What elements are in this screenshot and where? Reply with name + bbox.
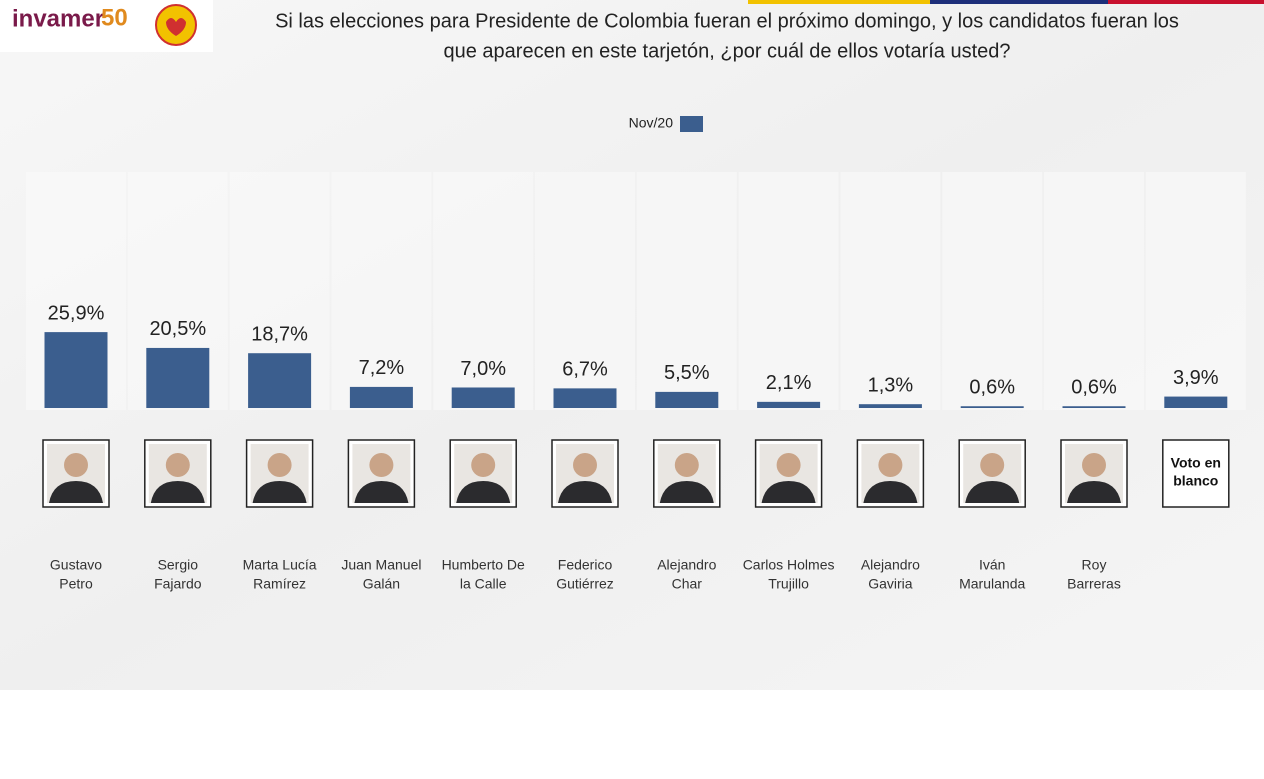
category-label: Gaviria: [868, 576, 913, 592]
category-label: Roy: [1082, 557, 1107, 573]
photo-body: [252, 481, 307, 503]
photo-body: [659, 481, 714, 503]
photo-head: [471, 453, 496, 477]
title-line: que aparecen en este tarjetón, ¿por cuál…: [443, 40, 1010, 62]
data-label: 2,1%: [766, 372, 812, 394]
data-label: 0,6%: [1071, 377, 1117, 399]
category-label: Gustavo: [50, 557, 102, 573]
data-label: 1,3%: [868, 374, 914, 396]
bar: [146, 347, 210, 408]
bar: [1164, 396, 1228, 408]
photo-head: [369, 453, 394, 477]
category-label: Gutiérrez: [556, 576, 614, 592]
category-label: Alejandro: [657, 557, 716, 573]
data-label: 25,9%: [48, 302, 105, 324]
logo-heart: [166, 18, 186, 36]
category-label: Marta Lucía: [243, 557, 317, 573]
category-label: Trujillo: [768, 576, 809, 592]
photo-body: [558, 481, 612, 503]
logo-brand: invamer: [12, 5, 104, 32]
title-line: Si las elecciones para Presidente de Col…: [275, 10, 1179, 32]
bar: [553, 388, 617, 408]
category-label: Petro: [59, 576, 93, 592]
photo-body: [761, 481, 816, 503]
data-label: 5,5%: [664, 362, 710, 384]
photo-body: [354, 481, 409, 503]
data-label: 7,2%: [359, 357, 405, 379]
stripe: [930, 0, 1108, 4]
photo-head: [573, 453, 597, 477]
column-band: [433, 172, 534, 410]
bar: [960, 406, 1024, 408]
category-label: Juan Manuel: [341, 557, 421, 573]
bar: [451, 387, 515, 408]
bar: [757, 401, 821, 408]
photo-body: [456, 481, 511, 503]
data-label: 3,9%: [1173, 367, 1219, 389]
column-band: [1145, 172, 1246, 410]
data-label: 6,7%: [562, 359, 608, 381]
bar: [1062, 406, 1126, 408]
category-label: Sergio: [158, 557, 199, 573]
photo-head: [64, 453, 88, 477]
category-label: Galán: [363, 576, 400, 592]
category-label: Marulanda: [959, 576, 1025, 592]
category-label: Carlos Holmes: [743, 557, 835, 573]
category-label: Barreras: [1067, 576, 1121, 592]
category-label: Fajardo: [154, 576, 202, 592]
blank-vote-label: Voto en: [1171, 455, 1221, 471]
photo-head: [980, 453, 1005, 477]
category-label: Federico: [558, 557, 613, 573]
bar: [44, 332, 108, 408]
photo-body: [150, 481, 205, 503]
bar: [349, 386, 413, 408]
blank-vote-label: blanco: [1173, 473, 1218, 489]
photo-head: [1082, 453, 1106, 477]
bar: [655, 391, 719, 408]
photo-head: [674, 453, 699, 477]
data-label: 20,5%: [149, 318, 206, 340]
photo-body: [49, 481, 103, 503]
photo-head: [878, 453, 903, 477]
photo-head: [776, 453, 801, 477]
category-label: Iván: [979, 557, 1005, 573]
photo-head: [165, 453, 190, 477]
column-band: [840, 172, 941, 410]
data-label: 0,6%: [969, 377, 1015, 399]
column-band: [535, 172, 635, 410]
bar: [248, 353, 312, 408]
category-label: Ramírez: [253, 576, 306, 592]
photo-body: [965, 481, 1020, 503]
column-band: [942, 172, 1043, 410]
category-label: Char: [672, 576, 703, 592]
bar: [858, 404, 922, 408]
category-label: la Calle: [460, 576, 507, 592]
legend-label: Nov/20: [629, 115, 674, 131]
legend-swatch: [680, 116, 703, 132]
category-label: Alejandro: [861, 557, 920, 573]
column-band: [738, 172, 839, 410]
data-label: 18,7%: [251, 323, 308, 345]
stripe: [1108, 0, 1264, 4]
column-band: [331, 172, 432, 410]
photo-body: [1067, 481, 1121, 503]
stripe: [748, 0, 930, 4]
column-band: [1044, 172, 1144, 410]
photo-head: [267, 453, 292, 477]
logo-number: 50: [101, 4, 128, 31]
column-band: [636, 172, 737, 410]
data-label: 7,0%: [460, 358, 506, 380]
photo-body: [863, 481, 918, 503]
photo-frame: [1162, 439, 1230, 508]
category-label: Humberto De: [442, 557, 525, 573]
